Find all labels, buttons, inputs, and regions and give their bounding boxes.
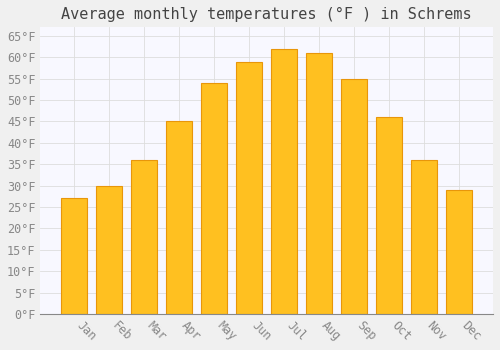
- Bar: [306, 53, 332, 314]
- Bar: [131, 160, 157, 314]
- Bar: [166, 121, 192, 314]
- Bar: [201, 83, 228, 314]
- Bar: [376, 117, 402, 314]
- Bar: [96, 186, 122, 314]
- Bar: [446, 190, 472, 314]
- Title: Average monthly temperatures (°F ) in Schrems: Average monthly temperatures (°F ) in Sc…: [62, 7, 472, 22]
- Bar: [341, 79, 367, 314]
- Bar: [411, 160, 438, 314]
- Bar: [61, 198, 87, 314]
- Bar: [236, 62, 262, 314]
- Bar: [271, 49, 297, 314]
